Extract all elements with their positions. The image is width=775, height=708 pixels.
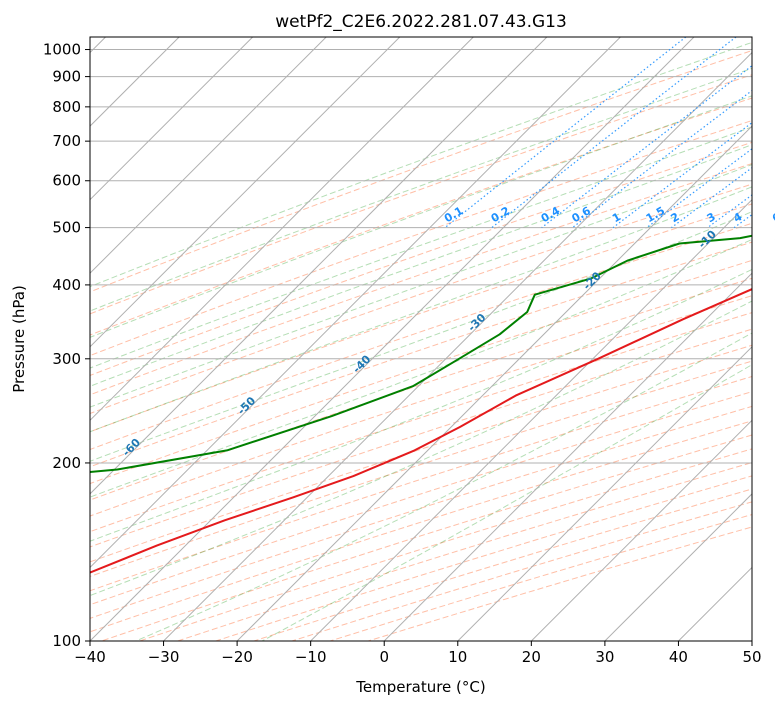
isotherm-line (530, 419, 752, 641)
isotherm-line (310, 198, 752, 641)
y-tick-label: 400 (52, 276, 81, 294)
mixing-ratio-line (671, 167, 752, 229)
dry-adiabat (90, 375, 752, 592)
x-tick-label: 10 (448, 648, 467, 666)
isotherm-line (90, 37, 695, 641)
isotherm-line (457, 346, 752, 641)
isotherm-line (90, 37, 327, 274)
moist-adiabat (90, 41, 752, 288)
y-tick-label: 1000 (43, 41, 81, 59)
moist-adiabat (90, 186, 752, 433)
dry-adiabat (90, 241, 752, 468)
mixing-ratio-line (572, 89, 752, 229)
dry-adiabat (90, 163, 752, 396)
x-tick-label: 30 (595, 648, 614, 666)
moist-adiabat (90, 67, 752, 312)
moist-adiabat-label: 0 (772, 233, 775, 248)
isotherm-line (163, 51, 752, 641)
y-tick-label: 200 (52, 454, 81, 472)
mixing-ratio-label: 6 (770, 210, 775, 225)
background-lines (90, 37, 752, 641)
x-axis: −40 −30 −20 −10 0 10 20 30 40 50 (74, 641, 762, 666)
x-tick-label: 0 (379, 648, 389, 666)
dry-adiabat (90, 49, 752, 293)
x-tick-label: 20 (522, 648, 541, 666)
dry-adiabat (90, 74, 752, 315)
moist-adiabat (261, 364, 752, 641)
x-tick-label: −10 (295, 648, 327, 666)
isotherm-line (90, 37, 548, 495)
moist-adiabat (135, 332, 752, 641)
dry-adiabat (90, 97, 752, 336)
moist-adiabat (90, 164, 752, 408)
moist-adiabat (90, 95, 752, 338)
x-tick-label: −40 (74, 648, 106, 666)
isotherm-line (90, 37, 254, 201)
y-tick-label: 600 (52, 172, 81, 190)
moist-adiabat (90, 300, 752, 597)
y-tick-label: 800 (52, 98, 81, 116)
moist-adiabat (90, 238, 752, 498)
moist-adiabat (90, 126, 752, 369)
dry-adiabat (90, 295, 752, 517)
isotherm-line (90, 37, 621, 569)
temperature-profile (90, 288, 752, 574)
y-axis-title: Pressure (hPa) (10, 285, 28, 393)
isotherm-line (90, 37, 474, 422)
dry-adiabat (90, 360, 752, 577)
plot-area (90, 37, 752, 641)
y-tick-label: 700 (52, 132, 81, 150)
x-axis-title: Temperature (°C) (355, 678, 485, 696)
mixing-ratio-line (541, 64, 752, 229)
y-tick-label: 500 (52, 219, 81, 237)
plot-frame (89, 36, 753, 642)
y-tick-label: 900 (52, 68, 81, 86)
isotherm-line (604, 493, 752, 641)
dry-adiabat (90, 328, 752, 548)
y-tick-label: 300 (52, 350, 81, 368)
dry-adiabat (90, 222, 752, 451)
x-tick-label: 40 (669, 648, 688, 666)
isotherm-line (236, 125, 752, 641)
chart-title: wetPf2_C2E6.2022.281.07.43.G13 (275, 12, 567, 32)
profile-lines (90, 234, 752, 574)
isotherm-line (383, 272, 752, 641)
x-tick-label: −20 (221, 648, 253, 666)
dry-adiabat (90, 183, 752, 415)
y-tick-label: 100 (52, 632, 81, 650)
isotherm-line (90, 37, 401, 348)
x-tick-label: −30 (148, 648, 180, 666)
y-axis: 100 200 300 400 500 600 700 800 900 1000 (43, 41, 90, 650)
x-tick-label: 50 (742, 648, 761, 666)
dewpoint-profile (90, 234, 752, 474)
